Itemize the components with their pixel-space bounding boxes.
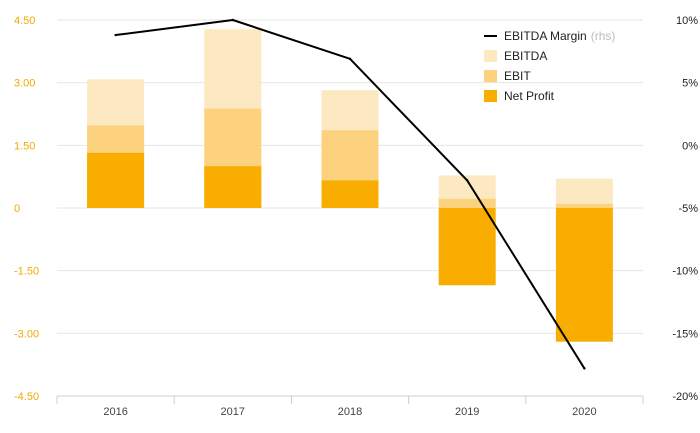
left-tick-label: 3.00 bbox=[14, 78, 35, 90]
bar-net-profit-2019 bbox=[438, 208, 496, 286]
right-tick-label: -20% bbox=[672, 391, 698, 403]
legend-suffix-ebitda-margin: (rhs) bbox=[591, 29, 616, 43]
legend-label-ebitda-margin: EBITDA Margin (rhs) bbox=[504, 29, 615, 43]
legend-text-net-profit: Net Profit bbox=[504, 89, 555, 103]
ebitda-margin-point-2017 bbox=[231, 18, 234, 22]
x-tick-label: 2019 bbox=[455, 406, 479, 418]
bar-ebit-2020 bbox=[555, 203, 613, 208]
bar-ebit-2019 bbox=[438, 198, 496, 208]
axes bbox=[56, 395, 644, 404]
x-tick-label: 2020 bbox=[572, 406, 596, 418]
right-tick-label: 10% bbox=[676, 15, 698, 27]
bars bbox=[87, 29, 613, 342]
ebitda-margin-point-2018 bbox=[348, 57, 352, 61]
right-tick-label: 5% bbox=[682, 78, 698, 90]
right-tick-label: -10% bbox=[672, 266, 698, 278]
ebitda-margin-point-2019 bbox=[466, 179, 469, 182]
bar-ebitda-2020 bbox=[555, 178, 613, 208]
left-tick-label: -1.50 bbox=[14, 266, 39, 278]
left-tick-label: -4.50 bbox=[14, 391, 39, 403]
legend-label-ebitda: EBITDA bbox=[504, 49, 547, 63]
legend-swatch-ebitda bbox=[484, 50, 497, 62]
margin-line bbox=[114, 18, 586, 370]
left-tick-label: -3.00 bbox=[14, 328, 39, 340]
bar-net-profit-2016 bbox=[87, 152, 145, 208]
left-tick-label: 1.50 bbox=[14, 140, 35, 152]
bar-net-profit-2018 bbox=[321, 180, 379, 208]
left-tick-label: 4.50 bbox=[14, 15, 35, 27]
tick-labels: 4.50 3.00 1.50 0 -1.50 -3.00 -4.50 10% 5% 0% -5% -1… bbox=[14, 15, 698, 418]
right-tick-label: 0% bbox=[682, 140, 698, 152]
legend-swatch-net-profit bbox=[484, 90, 497, 102]
x-tick-label: 2017 bbox=[221, 406, 245, 418]
right-tick-label: -5% bbox=[678, 203, 698, 215]
legend-label-ebit: EBIT bbox=[504, 69, 531, 83]
ebitda-margin-point-2020 bbox=[583, 367, 586, 370]
right-tick-label: -15% bbox=[672, 328, 698, 340]
x-tick-label: 2016 bbox=[103, 406, 127, 418]
legend-swatch-ebit bbox=[484, 70, 497, 82]
legend-text-ebitda: EBITDA bbox=[504, 49, 547, 63]
ebitda-margin-point-2016 bbox=[114, 33, 117, 37]
legend: EBITDA Margin (rhs) EBITDA EBIT Net Profit bbox=[484, 29, 615, 103]
x-tick-label: 2018 bbox=[338, 406, 362, 418]
bar-net-profit-2017 bbox=[204, 166, 262, 208]
legend-text-ebitda-margin: EBITDA Margin bbox=[504, 29, 587, 43]
bar-net-profit-2020 bbox=[555, 208, 613, 342]
legend-text-ebit: EBIT bbox=[504, 69, 531, 83]
left-tick-label: 0 bbox=[14, 203, 20, 215]
legend-label-net-profit: Net Profit bbox=[504, 89, 555, 103]
